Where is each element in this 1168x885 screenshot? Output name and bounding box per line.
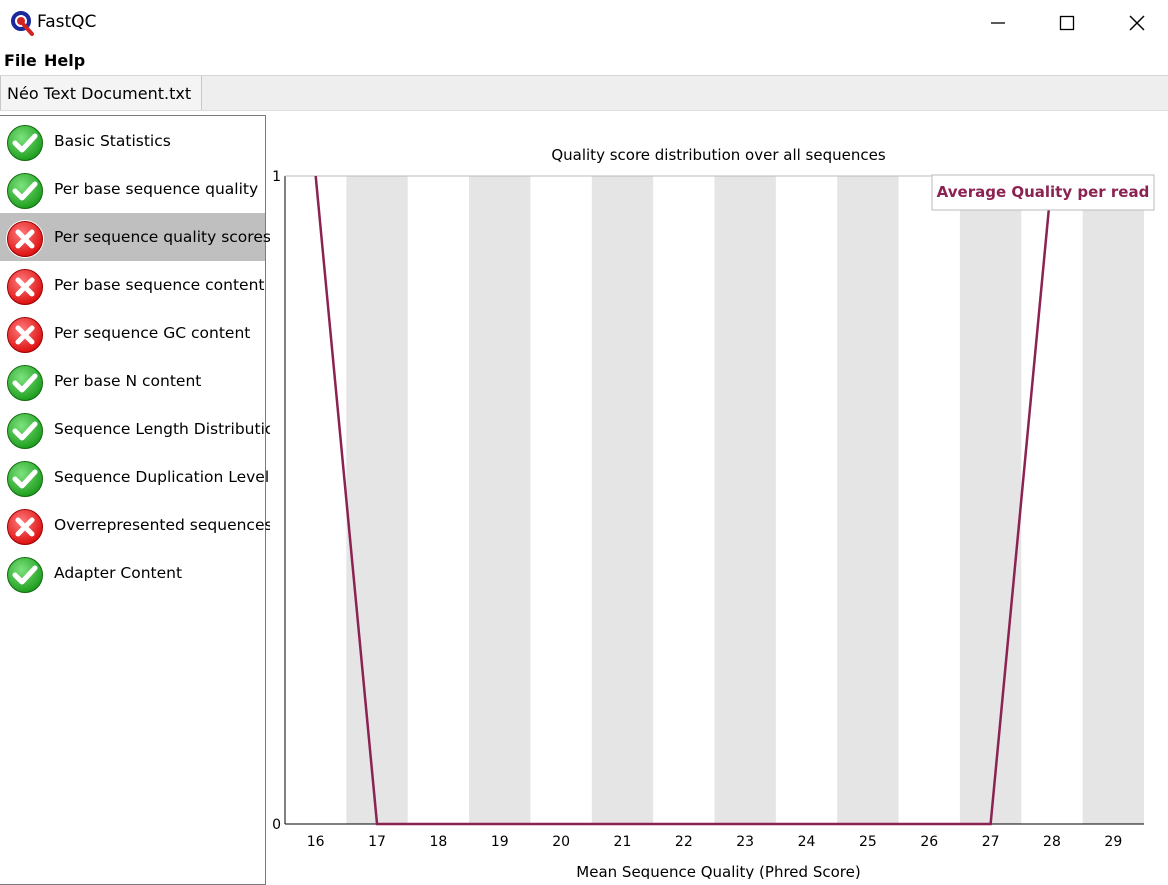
x-tick-label: 23 [736, 834, 754, 850]
x-tick-label: 28 [1043, 834, 1061, 850]
module-label: Per sequence GC content [54, 324, 250, 342]
module-label: Basic Statistics [54, 132, 171, 150]
module-label: Per base sequence content [54, 276, 264, 294]
fail-cross-icon [4, 266, 46, 308]
pass-check-icon [4, 122, 46, 164]
x-tick-label: 29 [1104, 834, 1122, 850]
chart-panel: 0 1 16 17 18 19 20 21 22 23 24 25 26 27 28 29 Quality sc… [270, 115, 1168, 879]
module-item-adapter-content[interactable]: Adapter Content [0, 549, 265, 597]
module-item-overrepresented-sequences[interactable]: Overrepresented sequences [0, 501, 265, 549]
module-item-per-base-sequence-content[interactable]: Per base sequence content [0, 261, 265, 309]
chart-stripe [715, 176, 776, 824]
document-tab-strip: Néo Text Document.txt [0, 76, 1168, 111]
maximize-button[interactable] [1032, 0, 1102, 45]
module-item-per-base-sequence-quality[interactable]: Per base sequence quality [0, 165, 265, 213]
pass-check-icon [4, 458, 46, 500]
close-icon [1128, 14, 1146, 32]
x-tick-label: 24 [798, 834, 816, 850]
module-label: Sequence Length Distribution [54, 420, 284, 438]
close-button[interactable] [1102, 0, 1168, 45]
window-title: FastQC [37, 12, 96, 32]
quality-score-chart: 0 1 16 17 18 19 20 21 22 23 24 25 26 27 28 29 Quality sc… [270, 115, 1168, 879]
fail-cross-icon [4, 314, 46, 356]
x-tick-label: 19 [491, 834, 509, 850]
module-label: Per sequence quality scores [54, 228, 271, 246]
x-tick-label: 27 [982, 834, 1000, 850]
module-label: Adapter Content [54, 564, 182, 582]
pass-check-icon [4, 362, 46, 404]
menu-file[interactable]: File [4, 51, 37, 70]
module-item-per-base-n-content[interactable]: Per base N content [0, 357, 265, 405]
pass-check-icon [4, 554, 46, 596]
fail-cross-icon [4, 218, 46, 260]
module-label: Sequence Duplication Levels [54, 468, 277, 486]
x-tick-label: 21 [614, 834, 632, 850]
x-tick-label: 26 [920, 834, 938, 850]
module-label: Per base N content [54, 372, 201, 390]
chart-stripe [837, 176, 898, 824]
minimize-button[interactable] [963, 0, 1033, 45]
module-list: Basic Statistics Per base sequence qualit… [0, 115, 266, 885]
module-item-per-sequence-gc-content[interactable]: Per sequence GC content [0, 309, 265, 357]
legend-label: Average Quality per read [937, 183, 1150, 201]
chart-stripe [592, 176, 653, 824]
x-tick-label: 16 [307, 834, 325, 850]
y-tick-label: 1 [272, 169, 281, 185]
chart-title: Quality score distribution over all sequ… [551, 146, 885, 164]
y-tick-label: 0 [272, 817, 281, 833]
pass-check-icon [4, 170, 46, 212]
chart-stripe [346, 176, 407, 824]
x-tick-label: 18 [429, 834, 447, 850]
module-label: Per base sequence quality [54, 180, 258, 198]
module-item-basic-statistics[interactable]: Basic Statistics [0, 117, 265, 165]
maximize-icon [1058, 14, 1076, 32]
fail-cross-icon [4, 506, 46, 548]
pass-check-icon [4, 410, 46, 452]
x-tick-label: 25 [859, 834, 877, 850]
chart-stripe [960, 176, 1021, 824]
chart-legend: Average Quality per read [932, 175, 1154, 210]
fastqc-logo-icon [10, 10, 36, 36]
chart-stripe [469, 176, 530, 824]
chart-stripe [1083, 176, 1144, 824]
module-item-sequence-length-distribution[interactable]: Sequence Length Distribution [0, 405, 265, 453]
module-item-per-sequence-quality-scores[interactable]: Per sequence quality scores [0, 213, 265, 261]
tab-label: Néo Text Document.txt [7, 84, 191, 103]
title-bar: FastQC [0, 0, 1168, 45]
x-tick-label: 22 [675, 834, 693, 850]
menu-bar: File Help [0, 45, 1168, 76]
x-tick-label: 20 [552, 834, 570, 850]
module-label: Overrepresented sequences [54, 516, 273, 534]
x-tick-label: 17 [368, 834, 386, 850]
minimize-icon [989, 14, 1007, 32]
x-axis-label: Mean Sequence Quality (Phred Score) [576, 863, 860, 879]
tab-document[interactable]: Néo Text Document.txt [0, 76, 202, 110]
menu-help[interactable]: Help [44, 51, 85, 70]
module-item-sequence-duplication-levels[interactable]: Sequence Duplication Levels [0, 453, 265, 501]
